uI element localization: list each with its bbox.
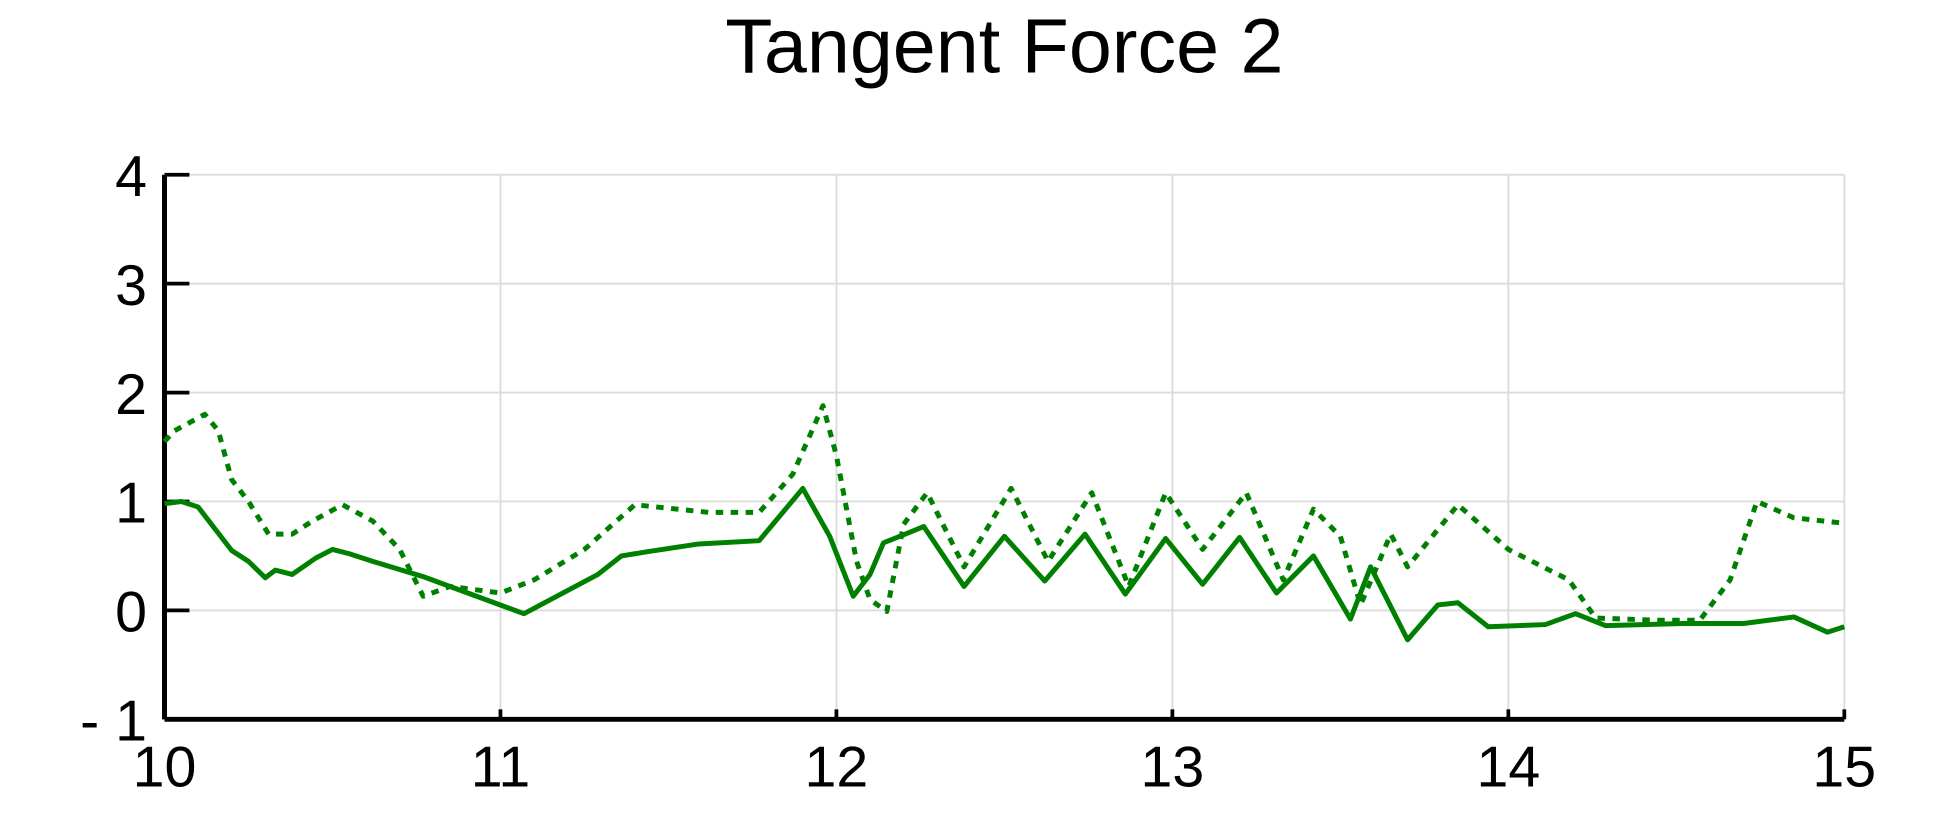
y-tick-label: 1	[115, 472, 147, 536]
x-tick-label: 13	[1141, 736, 1205, 800]
y-tick-label: 2	[115, 363, 147, 427]
chart-title: Tangent Force 2	[725, 4, 1283, 90]
x-tick-label: 14	[1476, 736, 1540, 800]
y-tick-label: 4	[115, 145, 147, 209]
x-tick-label: 11	[471, 736, 531, 800]
data-line	[162, 403, 1845, 623]
x-tick-label: 15	[1812, 736, 1876, 800]
y-tick-label: - 1	[80, 690, 147, 754]
x-tick-label: 10	[133, 736, 197, 800]
y-tick-label: 3	[115, 254, 147, 318]
x-tick-label: 12	[805, 736, 869, 800]
y-tick-label: 0	[115, 581, 147, 645]
data-line	[164, 485, 1846, 643]
